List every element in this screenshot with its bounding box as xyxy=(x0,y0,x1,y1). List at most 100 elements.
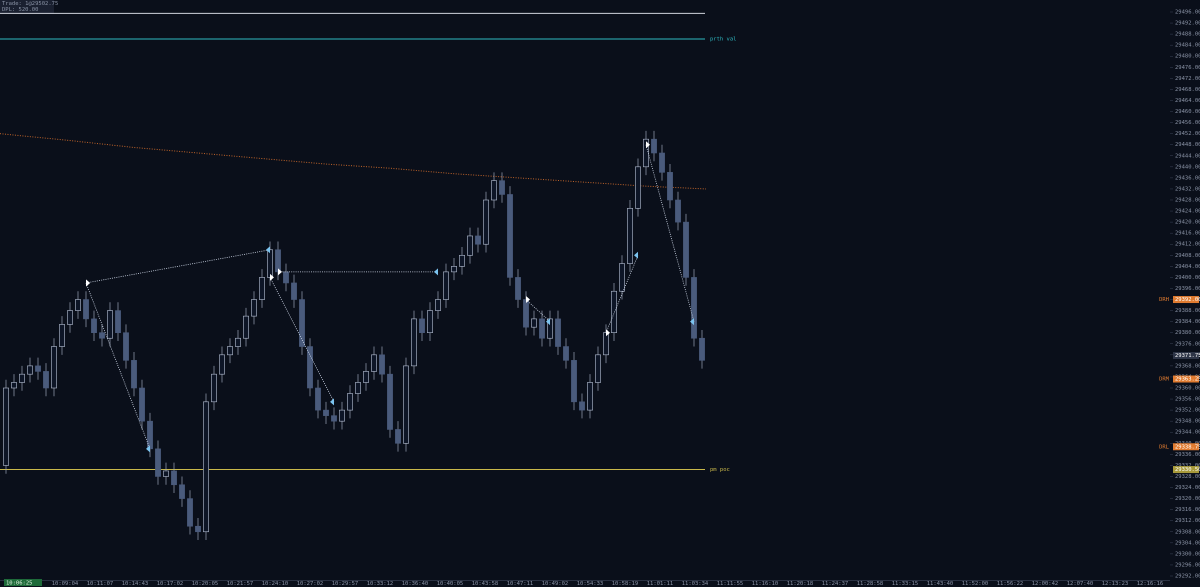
trade-line xyxy=(645,144,695,322)
y-tick-label: 29480.00 xyxy=(1175,54,1200,60)
x-tick-label: 11:33:15 xyxy=(892,581,919,587)
candle-body xyxy=(691,277,697,339)
x-tick-label: 11:20:18 xyxy=(787,581,814,587)
candle-body xyxy=(171,470,177,486)
candle-body xyxy=(115,310,121,334)
x-tick-label: 10:54:33 xyxy=(577,581,604,587)
trade-entry xyxy=(86,279,90,287)
y-tick-label: 29312.00 xyxy=(1175,518,1200,524)
trade-line xyxy=(525,299,551,322)
y-tick-label: 29384.00 xyxy=(1175,319,1200,325)
candle-body xyxy=(475,235,481,245)
trade-entry xyxy=(278,268,282,276)
price-tag-name: DRH xyxy=(1159,297,1169,303)
candle-body xyxy=(579,401,585,411)
x-tick-label: 10:33:12 xyxy=(367,581,394,587)
y-tick-label: 29460.00 xyxy=(1175,109,1200,115)
candle-body xyxy=(611,290,617,334)
price-tag-label: 29363.25 xyxy=(1175,377,1200,383)
trade-entry xyxy=(606,329,610,337)
candle-body xyxy=(27,365,33,375)
y-tick-label: 29464.00 xyxy=(1175,98,1200,104)
x-tick-label: 10:43:58 xyxy=(472,581,499,587)
y-tick-label: 29400.00 xyxy=(1175,275,1200,281)
x-tick-label: 11:16:10 xyxy=(752,581,779,587)
x-tick-label: 11:03:34 xyxy=(682,581,709,587)
y-tick-label: 29368.00 xyxy=(1175,363,1200,369)
y-tick-label: 29320.00 xyxy=(1175,496,1200,502)
y-tick-label: 29304.00 xyxy=(1175,540,1200,546)
price-tag-label: 29371.75 xyxy=(1175,353,1200,359)
trade-exit xyxy=(634,251,638,259)
candle-body xyxy=(643,138,649,168)
y-tick-label: 29408.00 xyxy=(1175,253,1200,259)
candle-body xyxy=(179,484,185,499)
candle-body xyxy=(219,354,225,375)
candle-body xyxy=(155,448,161,477)
x-tick-label: 10:29:57 xyxy=(332,581,359,587)
candle-body xyxy=(483,199,489,245)
candle-body xyxy=(555,318,561,347)
y-tick-label: 29388.00 xyxy=(1175,308,1200,314)
level-label: pm poc xyxy=(710,467,730,473)
y-tick-label: 29424.00 xyxy=(1175,209,1200,215)
candle-body xyxy=(515,277,521,300)
candle-body xyxy=(659,152,665,173)
x-tick-label: 12:07:40 xyxy=(1067,581,1094,587)
candle-body xyxy=(419,318,425,334)
candle-body xyxy=(187,498,193,527)
candle-body xyxy=(339,409,345,422)
trade-entry xyxy=(526,296,530,304)
trade-entry xyxy=(270,273,274,281)
candle-body xyxy=(523,299,529,328)
x-tick-label: 12:00:42 xyxy=(1032,581,1059,587)
candle-body xyxy=(19,373,25,383)
y-tick-label: 29412.00 xyxy=(1175,242,1200,248)
price-tag-label: 29338.75 xyxy=(1175,444,1200,450)
candle-body xyxy=(491,180,497,201)
candle-body xyxy=(371,354,377,372)
x-tick-label: 11:11:55 xyxy=(717,581,744,587)
y-tick-label: 29476.00 xyxy=(1175,65,1200,71)
price-tag xyxy=(1173,443,1199,451)
candle-body xyxy=(83,299,89,320)
y-tick-label: 29360.00 xyxy=(1175,386,1200,392)
candle-body xyxy=(91,318,97,334)
candle-body xyxy=(531,318,537,328)
candle-body xyxy=(539,318,545,339)
trade-line xyxy=(85,282,151,449)
x-tick-label: 10:09:04 xyxy=(52,581,79,587)
header-trade: Trade: 1@29502.75 xyxy=(2,1,58,7)
footer-tag: 10:06:25 xyxy=(6,580,33,586)
candle-body xyxy=(75,299,81,311)
candle-body xyxy=(627,207,633,264)
candle-body xyxy=(267,249,273,278)
x-tick-label: 11:52:00 xyxy=(962,581,989,587)
candle-body xyxy=(587,382,593,411)
x-tick-label: 10:36:40 xyxy=(402,581,429,587)
candle-body xyxy=(443,271,449,300)
x-tick-label: 11:24:37 xyxy=(822,581,849,587)
candle-body xyxy=(11,382,17,389)
y-tick-label: 29376.00 xyxy=(1175,341,1200,347)
candle-body xyxy=(355,382,361,394)
candle-body xyxy=(435,299,441,311)
y-tick-label: 29296.00 xyxy=(1175,562,1200,568)
candle-body xyxy=(195,525,201,533)
y-tick-label: 29292.00 xyxy=(1175,574,1200,580)
candle-body xyxy=(283,271,289,284)
price-tag-label: 29330.50 xyxy=(1175,467,1200,473)
y-tick-label: 29432.00 xyxy=(1175,186,1200,192)
x-tick-label: 10:40:05 xyxy=(437,581,464,587)
candle-body xyxy=(251,299,257,317)
x-tick-label: 11:43:40 xyxy=(927,581,954,587)
x-tick-label: 11:28:58 xyxy=(857,581,884,587)
candle-body xyxy=(395,429,401,444)
candle-body xyxy=(235,337,241,347)
y-tick-label: 29488.00 xyxy=(1175,32,1200,38)
candle-body xyxy=(347,393,353,411)
candle-body xyxy=(651,138,657,154)
price-tag xyxy=(1173,352,1199,360)
candle-body xyxy=(467,235,473,256)
y-tick-label: 29328.00 xyxy=(1175,474,1200,480)
